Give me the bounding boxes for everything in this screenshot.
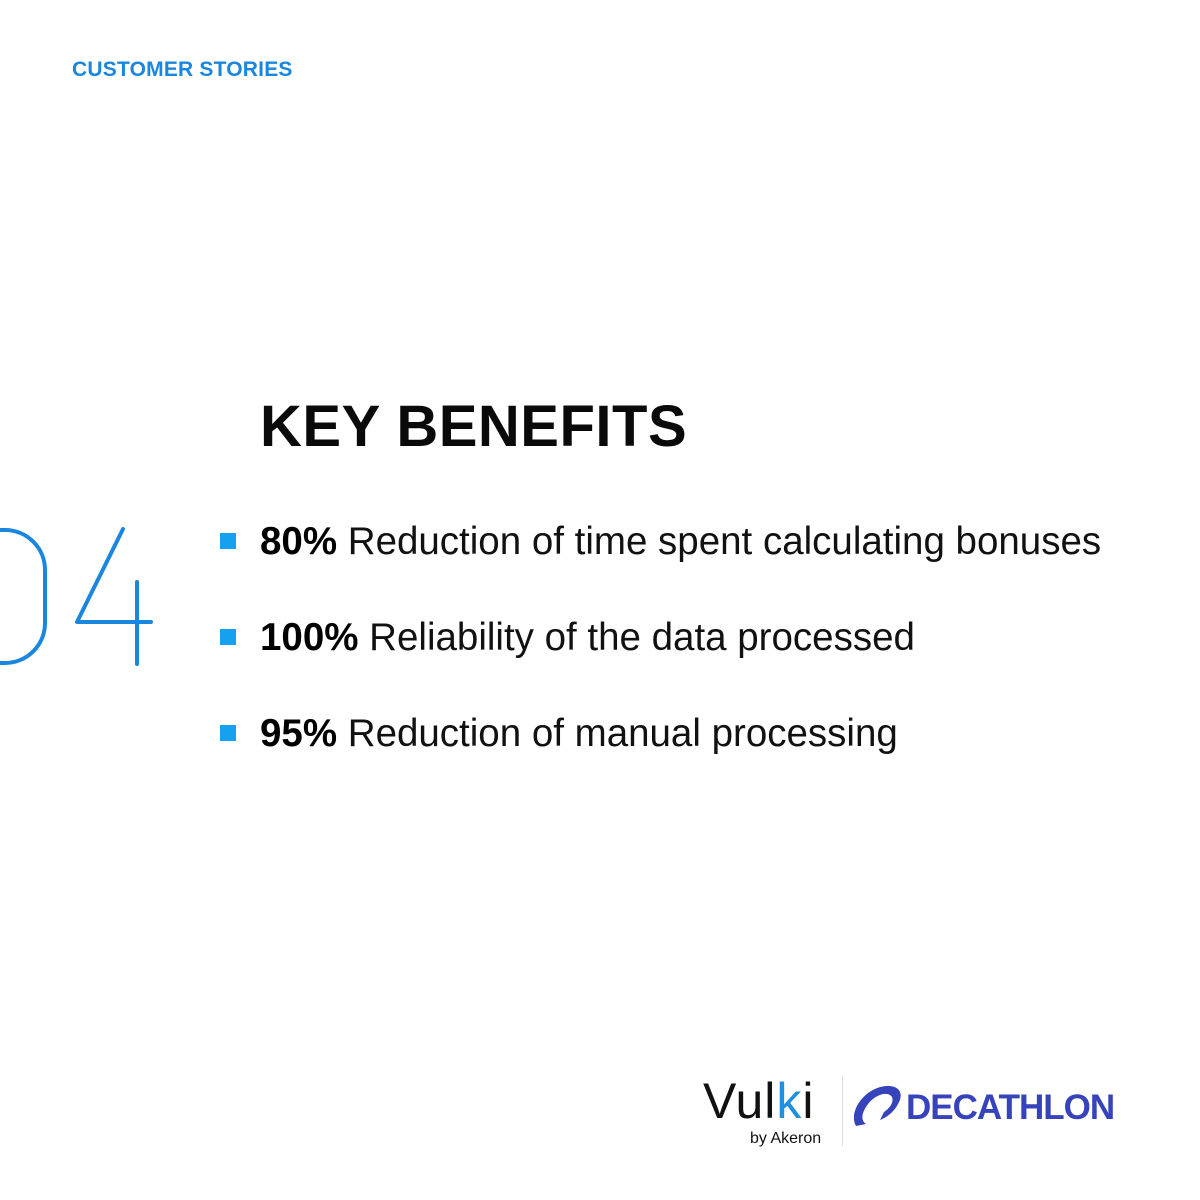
benefit-percent: 95% xyxy=(260,712,338,755)
benefit-text: Reliability of the data processed xyxy=(369,616,915,659)
decathlon-logo: DECATHLON xyxy=(906,1088,1115,1127)
benefit-item: 95% Reduction of manual processing xyxy=(220,707,1120,761)
logo-lockup: Vulki by Akeron DECATHLON xyxy=(700,1070,1140,1160)
benefit-percent: 80% xyxy=(260,520,338,563)
vulki-byline: by Akeron xyxy=(750,1130,822,1147)
square-bullet-icon xyxy=(220,533,236,549)
logo-divider xyxy=(842,1076,843,1146)
section-eyebrow: CUSTOMER STORIES xyxy=(72,58,293,81)
benefits-list: 80% Reduction of time spent calculating … xyxy=(220,515,1120,803)
decathlon-mark-icon xyxy=(853,1085,901,1126)
benefit-item: 100% Reliability of the data processed xyxy=(220,611,1120,665)
vulki-logo: Vulki xyxy=(703,1073,815,1129)
section-number-04 xyxy=(0,527,153,666)
benefit-percent: 100% xyxy=(260,616,359,659)
benefit-text: Reduction of manual processing xyxy=(347,712,898,755)
square-bullet-icon xyxy=(220,629,236,645)
page-title: KEY BENEFITS xyxy=(260,394,688,459)
benefit-text: Reduction of time spent calculating bonu… xyxy=(347,520,1102,563)
benefit-item: 80% Reduction of time spent calculating … xyxy=(220,515,1120,569)
square-bullet-icon xyxy=(220,725,236,741)
